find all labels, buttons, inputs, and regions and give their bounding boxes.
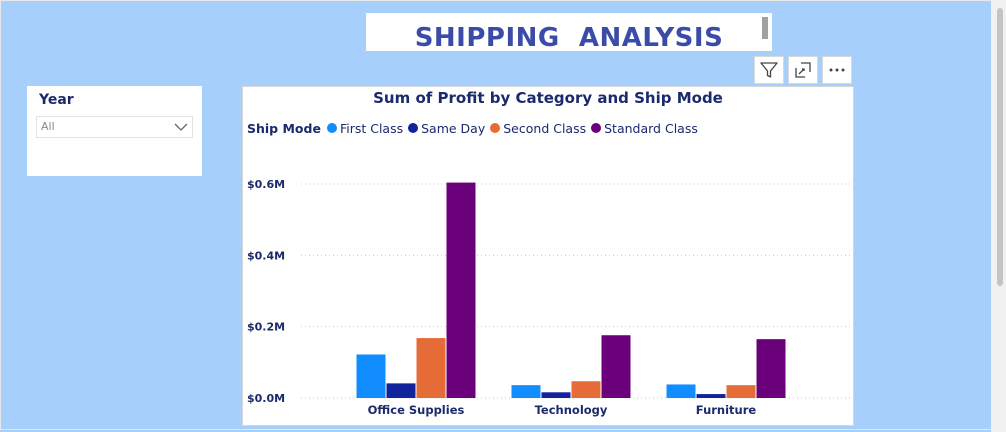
legend-swatch bbox=[326, 123, 337, 133]
slicer-title: Year bbox=[39, 92, 74, 108]
bar[interactable] bbox=[726, 385, 756, 398]
legend-item[interactable]: Same Day bbox=[408, 121, 485, 136]
legend-label: Same Day bbox=[421, 120, 486, 136]
bar[interactable] bbox=[511, 385, 541, 398]
chart-legend: Ship Mode First Class Same Day Second Clas… bbox=[247, 120, 703, 136]
dropdown-value: All bbox=[41, 120, 55, 133]
legend-swatch bbox=[591, 123, 602, 133]
more-options-button[interactable] bbox=[822, 56, 852, 84]
y-tick-label: $0.4M bbox=[247, 249, 285, 262]
report-title: SHIPPING ANALYSIS bbox=[414, 23, 724, 53]
legend-item[interactable]: First Class bbox=[326, 120, 404, 136]
profit-chart-card[interactable]: Sum of Profit by Category and Ship Mode … bbox=[242, 86, 854, 426]
bar[interactable] bbox=[356, 354, 386, 398]
bar[interactable] bbox=[541, 392, 571, 398]
chevron-down-icon bbox=[174, 123, 188, 131]
y-tick-label: $0.0M bbox=[247, 392, 285, 405]
bar[interactable] bbox=[756, 339, 786, 398]
year-dropdown[interactable]: All bbox=[36, 116, 193, 138]
legend-swatch bbox=[408, 123, 419, 133]
page-scrollbar-thumb[interactable] bbox=[997, 8, 1003, 286]
expand-icon bbox=[795, 62, 811, 78]
focus-mode-button[interactable] bbox=[788, 56, 818, 84]
y-tick-label: $0.2M bbox=[247, 321, 285, 334]
title-scrollbar[interactable] bbox=[762, 17, 768, 39]
year-slicer: Year All bbox=[27, 86, 202, 176]
bar-chart-plot: $0.0M $0.2M $0.4M $0.6M Office Supplies Techn… bbox=[247, 178, 851, 417]
bar[interactable] bbox=[446, 182, 476, 398]
legend-label: Second Class bbox=[503, 120, 587, 136]
legend-item[interactable]: Second Class bbox=[490, 121, 586, 136]
legend-swatch bbox=[490, 123, 501, 133]
bar[interactable] bbox=[386, 383, 416, 398]
legend-label: Standard Class bbox=[604, 120, 698, 136]
funnel-icon bbox=[760, 62, 778, 78]
y-tick-label: $0.6M bbox=[247, 178, 285, 191]
report-title-box: SHIPPING ANALYSIS bbox=[366, 13, 772, 53]
x-category-label: Office Supplies bbox=[368, 403, 465, 417]
legend-item[interactable]: Standard Class bbox=[591, 121, 698, 136]
bar[interactable] bbox=[571, 381, 601, 398]
bar[interactable] bbox=[601, 335, 631, 398]
chart-title: Sum of Profit by Category and Ship Mode bbox=[373, 89, 723, 107]
bar[interactable] bbox=[696, 394, 726, 398]
filter-button[interactable] bbox=[754, 56, 784, 84]
legend-label: First Class bbox=[339, 120, 404, 136]
x-category-label: Furniture bbox=[696, 403, 757, 417]
legend-title: Ship Mode bbox=[247, 120, 321, 136]
bar[interactable] bbox=[416, 338, 446, 398]
x-category-label: Technology bbox=[535, 403, 608, 417]
ellipsis-icon bbox=[829, 68, 845, 72]
bar[interactable] bbox=[666, 384, 696, 398]
